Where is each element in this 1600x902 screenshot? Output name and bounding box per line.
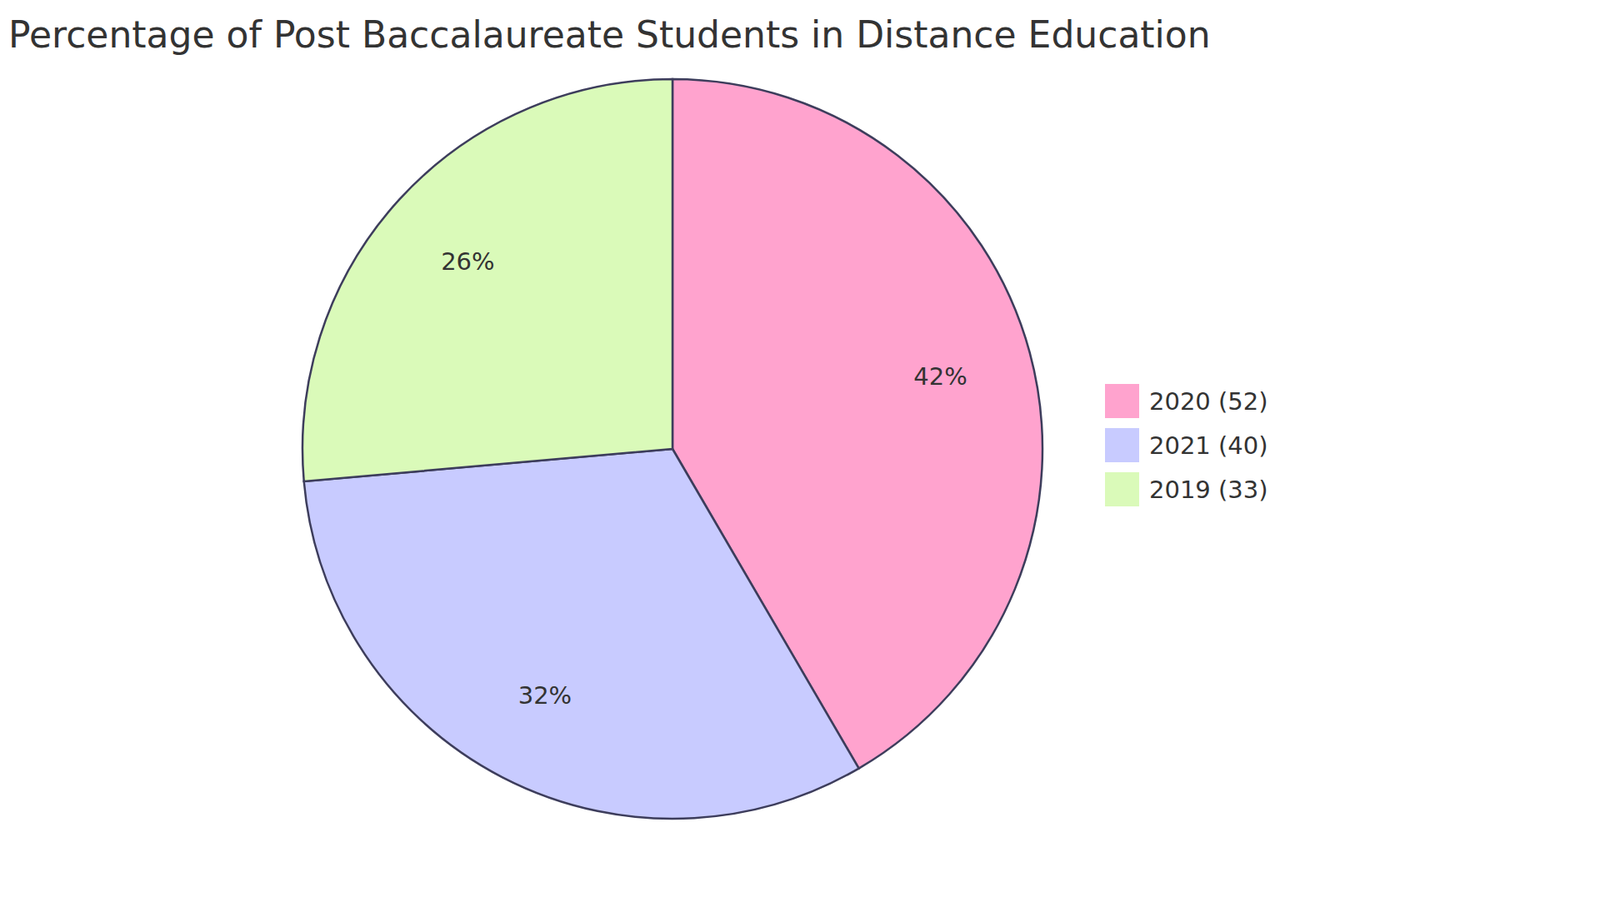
chart: Percentage of Post Baccalaureate Student… <box>0 0 1600 902</box>
title: Percentage of Post Baccalaureate Student… <box>8 13 1211 56</box>
data-label: 26% <box>440 247 495 276</box>
slice-labels: 42% 32% 26% <box>440 247 968 710</box>
legend-label: 2019 (33) <box>1149 475 1269 505</box>
legend-swatch <box>1104 427 1140 464</box>
legend: 2020 (52) 2021 (40) 2019 (33) <box>1104 383 1269 508</box>
legend-label: 2021 (40) <box>1149 431 1269 460</box>
legend-label: 2020 (52) <box>1149 387 1269 416</box>
data-label: 32% <box>518 681 572 710</box>
slice <box>304 449 860 820</box>
legend-swatch <box>1104 383 1140 420</box>
slices <box>302 79 1043 820</box>
slice <box>302 79 673 482</box>
legend-swatch <box>1104 471 1140 508</box>
data-label: 42% <box>913 362 967 391</box>
